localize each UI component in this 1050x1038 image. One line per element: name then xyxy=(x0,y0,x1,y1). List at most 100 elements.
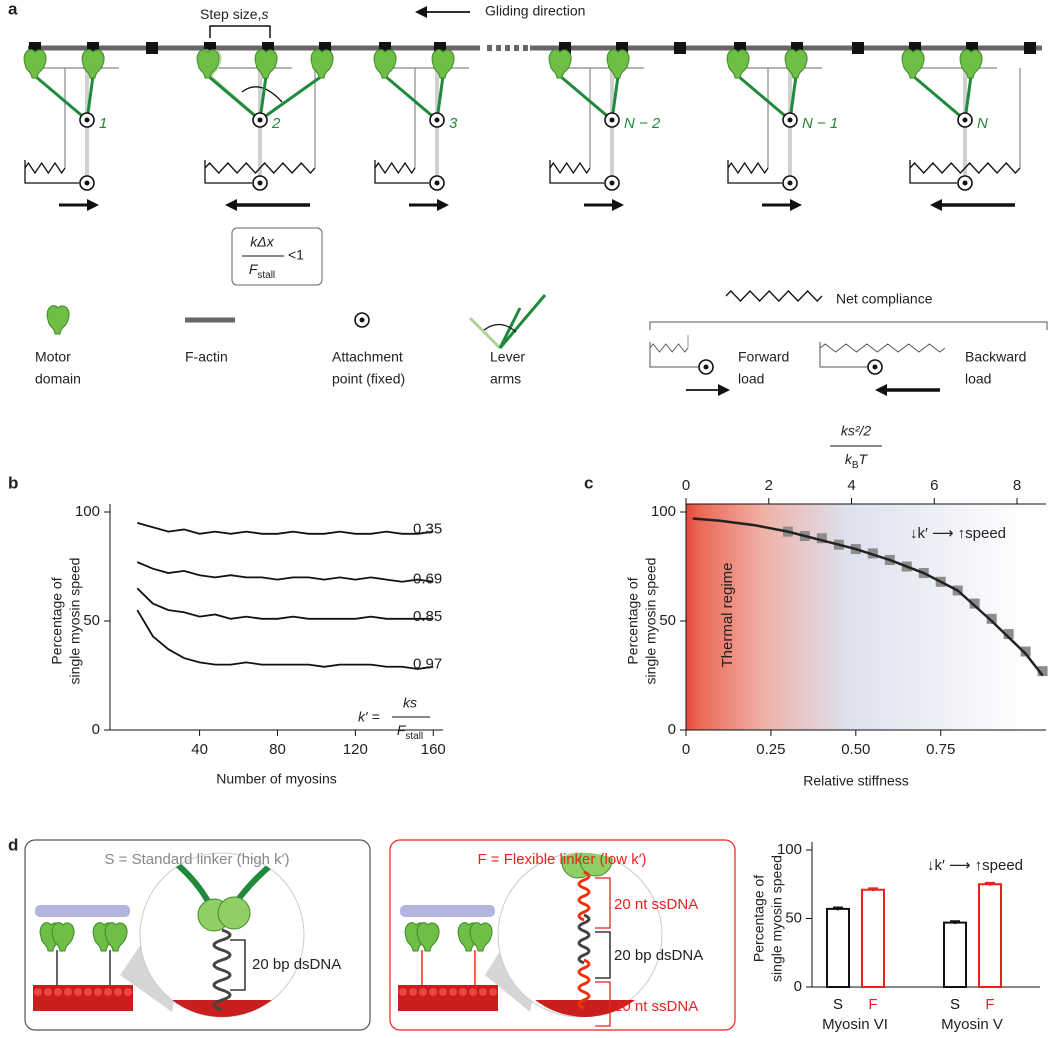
lever-arm xyxy=(737,74,791,122)
legend-compliance: Net compliance xyxy=(836,291,933,307)
x-tick-label: 80 xyxy=(269,741,286,758)
attachment-dot xyxy=(787,180,793,186)
x2-tick-label: 0 xyxy=(682,477,690,494)
legend-label: load xyxy=(965,371,991,387)
motor-domain xyxy=(254,49,278,79)
series-label: 0.85 xyxy=(413,608,442,625)
series-label: 0.69 xyxy=(413,571,442,588)
legend-spring xyxy=(649,343,689,353)
text-part: k xyxy=(845,451,853,467)
motor-domain xyxy=(959,49,983,79)
attachment-dot xyxy=(962,117,968,123)
actin-bead xyxy=(104,988,112,996)
y-tick-label: 0 xyxy=(794,978,802,995)
attachment-dot xyxy=(609,180,615,186)
step-bracket xyxy=(209,25,271,38)
linker-title: S = Standard linker (high k′) xyxy=(105,851,290,868)
arrow-head xyxy=(612,199,624,211)
actin-bead xyxy=(114,988,122,996)
data-point xyxy=(1020,646,1031,657)
text-part: stall xyxy=(405,731,423,742)
data-point xyxy=(1003,629,1014,640)
y-tick-label: 100 xyxy=(651,503,676,520)
actin-bead xyxy=(399,988,407,996)
fit-line xyxy=(692,517,1044,677)
y-tick-label: 50 xyxy=(785,909,802,926)
ssdna xyxy=(577,870,591,922)
spring-frame xyxy=(24,160,79,184)
arrow-head xyxy=(790,199,802,211)
spring-frame xyxy=(204,160,252,184)
actin-bead xyxy=(419,988,427,996)
legend-lever xyxy=(468,316,502,350)
series-label: 0.35 xyxy=(413,521,442,538)
attachment-dot xyxy=(359,317,365,323)
actin-subunit xyxy=(146,42,158,54)
legend-label: F-actin xyxy=(185,349,228,365)
x-tick-label: 0 xyxy=(682,741,690,758)
motor-domain xyxy=(23,49,47,79)
x-tick-label: S xyxy=(833,996,843,1013)
motor-domain xyxy=(726,49,750,79)
actin-dots xyxy=(496,45,501,51)
actin-bead xyxy=(94,988,102,996)
annotation: ks xyxy=(403,695,417,711)
motor-domain xyxy=(81,49,105,79)
legend-label: Motor xyxy=(35,349,71,365)
data-point xyxy=(816,533,827,544)
legend-label: point (fixed) xyxy=(332,371,405,387)
motor-domain xyxy=(431,49,455,79)
panel-letter: d xyxy=(8,835,18,854)
attachment-dot xyxy=(84,180,90,186)
text-part: s xyxy=(261,6,268,22)
x-tick-label: 40 xyxy=(191,741,208,758)
linker-title: F = Flexible linker (low k′) xyxy=(477,851,646,868)
series-line xyxy=(137,522,434,535)
actin-dots xyxy=(487,45,492,51)
x-tick-label: 160 xyxy=(421,741,446,758)
actin-bead xyxy=(64,988,72,996)
motor-domain xyxy=(784,49,808,79)
x2-tick-label: 6 xyxy=(930,477,938,494)
actin-bead xyxy=(489,988,497,996)
legend-frame xyxy=(819,342,868,368)
actin-subunit xyxy=(852,42,864,54)
annotation: Fstall xyxy=(397,722,423,742)
lever-arm xyxy=(207,74,261,122)
legend-bracket xyxy=(649,321,1048,330)
motor-domain xyxy=(51,922,75,952)
dna-bracket xyxy=(595,877,611,929)
spring xyxy=(374,161,416,175)
ratio-numerator: kΔx xyxy=(250,234,274,250)
series-line xyxy=(136,609,434,670)
spring xyxy=(727,161,769,175)
x-axis-label: Number of myosins xyxy=(216,771,337,787)
panel-letter: b xyxy=(8,473,18,492)
spring xyxy=(204,162,316,174)
actin-bead xyxy=(449,988,457,996)
spring-frame xyxy=(909,160,957,184)
legend-label: Lever xyxy=(490,349,525,365)
attachment-dot xyxy=(257,180,263,186)
motor-domain xyxy=(469,922,493,952)
legend-label: Backward xyxy=(965,349,1026,365)
dna-bracket xyxy=(595,981,611,1027)
lever-arm xyxy=(559,74,613,122)
dna-label: 20 nt ssDNA xyxy=(614,896,698,913)
annotation: ↓k′ ⟶ ↑speed xyxy=(927,857,1023,874)
swing-arrow xyxy=(241,86,283,103)
actin-dots xyxy=(523,45,528,51)
legend-lever xyxy=(498,294,547,349)
actin-bead xyxy=(479,988,487,996)
top-surface xyxy=(35,905,130,917)
step-size-label: Step size,s xyxy=(200,6,268,22)
x-tick-label: S xyxy=(950,996,960,1013)
legend-label: Attachment xyxy=(332,349,403,365)
series-label: 0.97 xyxy=(413,656,442,673)
legend-swing xyxy=(483,323,517,333)
arrow-head xyxy=(930,199,942,211)
x2-axis-label: kBT xyxy=(845,451,869,471)
x2-tick-label: 4 xyxy=(847,477,855,494)
actin-subunit xyxy=(674,42,686,54)
dna-bracket xyxy=(230,939,246,991)
